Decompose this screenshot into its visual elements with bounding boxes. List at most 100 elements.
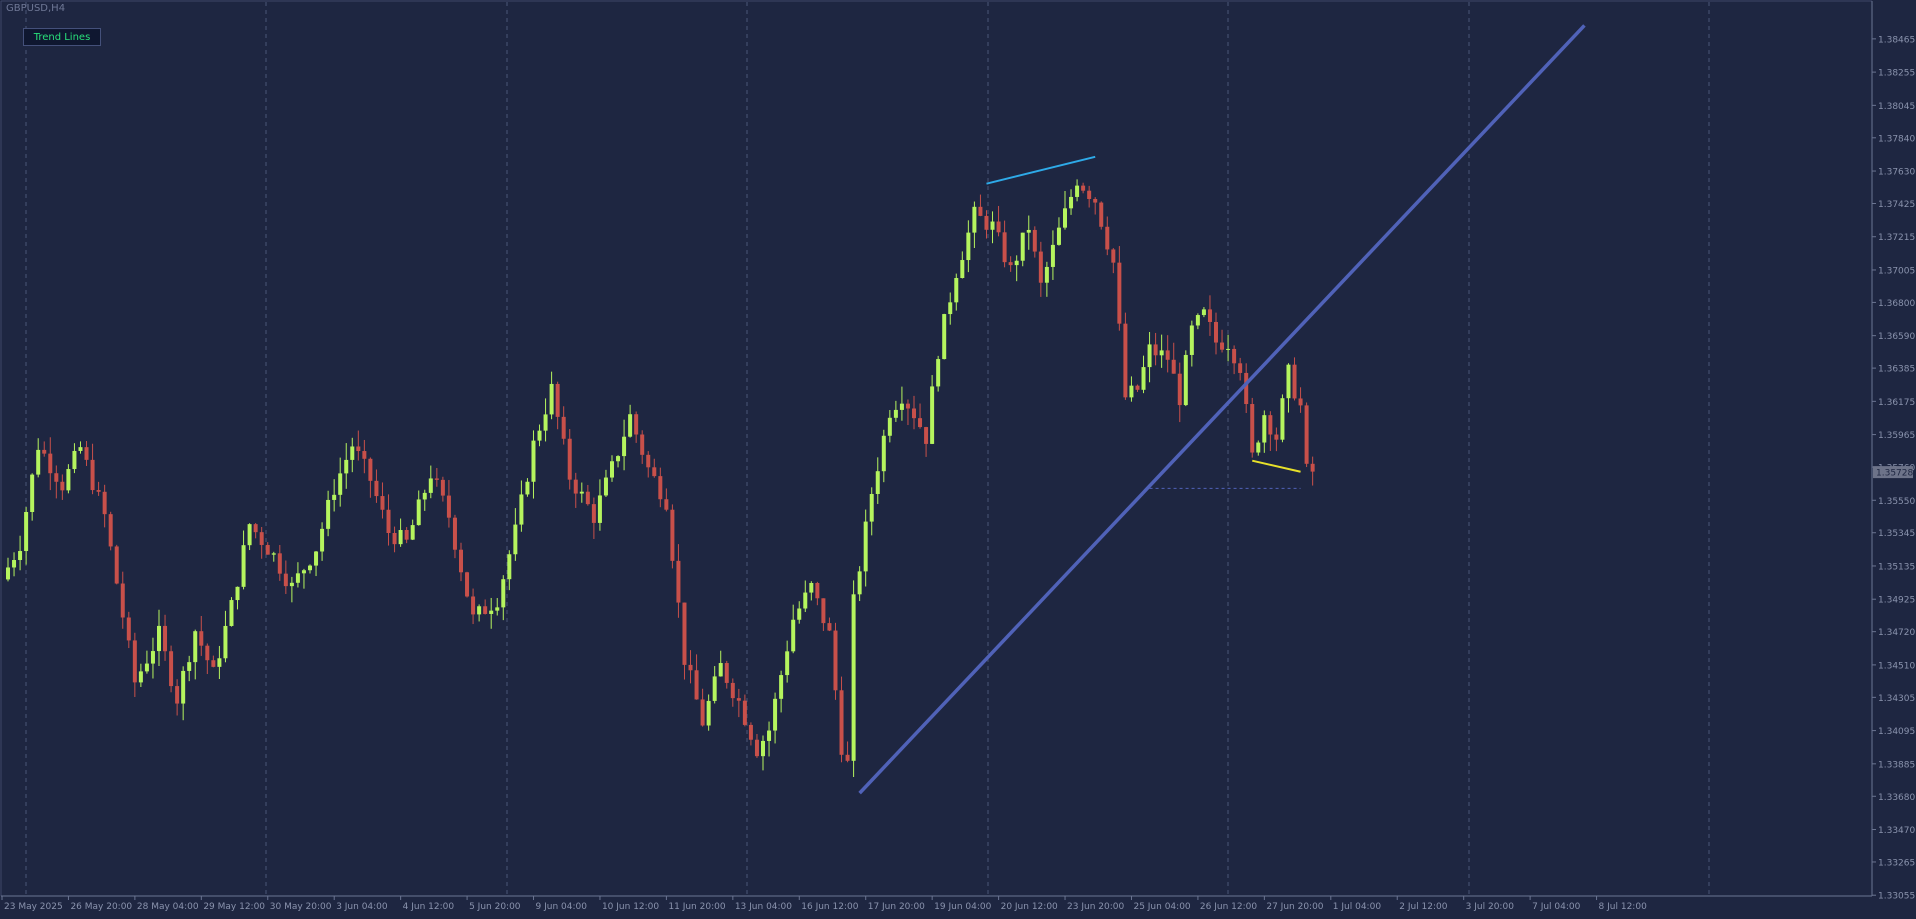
bear-candle <box>1081 185 1086 191</box>
bull-candle <box>936 359 941 387</box>
bear-candle <box>42 449 47 454</box>
price-label: 1.38045 <box>1878 102 1915 112</box>
bull-candle <box>1026 229 1031 233</box>
bull-candle <box>247 524 252 546</box>
bear-candle <box>380 496 385 510</box>
bear-candle <box>452 517 457 550</box>
time-label: 23 May 2025 <box>4 902 63 912</box>
bear-candle <box>1105 226 1110 250</box>
bear-candle <box>646 454 651 468</box>
bull-candle <box>761 740 765 757</box>
bear-candle <box>374 480 379 497</box>
bull-candle <box>422 492 427 500</box>
price-label: 1.34510 <box>1878 661 1915 671</box>
bear-candle <box>640 434 645 455</box>
trend-line <box>1252 459 1301 473</box>
bear-candle <box>634 414 639 435</box>
price-label: 1.36175 <box>1878 398 1915 408</box>
price-label: 1.35550 <box>1878 497 1915 507</box>
time-label: 23 Jun 20:00 <box>1067 902 1124 912</box>
time-label: 7 Jul 04:00 <box>1532 902 1581 912</box>
bull-candle <box>30 474 35 512</box>
bear-candle <box>1268 415 1273 435</box>
bull-candle <box>1044 266 1049 283</box>
bull-candle <box>863 521 868 572</box>
bull-candle <box>851 594 856 761</box>
bear-candle <box>163 625 168 652</box>
bull-candle <box>1056 227 1061 245</box>
price-label: 1.33885 <box>1878 760 1915 770</box>
price-label: 1.38255 <box>1878 69 1915 79</box>
bear-candle <box>585 491 590 505</box>
bear-candle <box>1292 364 1297 399</box>
bear-candle <box>205 645 210 661</box>
time-label: 16 Jun 12:00 <box>801 902 858 912</box>
bear-candle <box>404 530 409 540</box>
bull-candle <box>537 430 542 441</box>
bear-candle <box>199 631 204 646</box>
bear-candle <box>1214 321 1218 343</box>
bull-candle <box>229 600 234 626</box>
symbol-title: GBPUSD,H4 <box>6 3 66 14</box>
bear-candle <box>821 598 826 624</box>
bull-candle <box>72 450 77 470</box>
bull-candle <box>157 625 161 652</box>
bear-candle <box>1250 404 1255 453</box>
bull-candle <box>785 651 790 676</box>
bull-candle <box>887 417 892 436</box>
bear-candle <box>459 549 463 573</box>
bear-candle <box>1087 190 1092 199</box>
time-label: 9 Jun 04:00 <box>536 902 588 912</box>
time-label: 13 Jun 04:00 <box>735 902 792 912</box>
bear-candle <box>120 583 125 618</box>
bear-candle <box>169 651 174 687</box>
bear-candle <box>845 754 850 761</box>
bull-candle <box>622 436 627 457</box>
bull-candle <box>1014 260 1019 266</box>
bear-candle <box>905 403 910 409</box>
bear-candle <box>984 215 989 230</box>
bear-candle <box>368 458 373 481</box>
bull-candle <box>628 414 633 437</box>
trend-lines-button[interactable]: Trend Lines <box>23 28 101 46</box>
bull-candle <box>314 551 319 566</box>
time-label: 5 Jun 20:00 <box>469 902 521 912</box>
bear-candle <box>54 473 59 482</box>
price-label: 1.35135 <box>1878 562 1915 572</box>
bull-candle <box>495 607 500 611</box>
bull-candle <box>6 567 10 580</box>
bull-candle <box>217 658 222 667</box>
bear-candle <box>1038 251 1043 283</box>
bear-candle <box>471 596 476 615</box>
price-label: 1.33680 <box>1878 793 1915 803</box>
bull-candle <box>223 625 228 659</box>
bear-candle <box>658 476 663 500</box>
bear-candle <box>1165 350 1170 360</box>
bull-candle <box>960 260 965 278</box>
bear-candle <box>1008 262 1013 266</box>
bull-candle <box>1075 185 1080 197</box>
price-label: 1.37005 <box>1878 266 1915 276</box>
bull-candle <box>66 469 71 491</box>
bear-candle <box>60 481 65 491</box>
bear-candle <box>1111 249 1116 263</box>
bull-candle <box>948 302 953 315</box>
bull-candle <box>1050 244 1055 267</box>
bear-candle <box>446 495 451 518</box>
price-tag-background <box>1873 466 1913 479</box>
bull-candle <box>972 206 977 233</box>
bull-candle <box>519 494 524 525</box>
bull-candle <box>501 579 506 608</box>
bear-candle <box>815 583 820 599</box>
bear-candle <box>730 682 735 699</box>
bear-candle <box>555 383 560 417</box>
bear-candle <box>211 660 216 667</box>
bull-candle <box>301 570 306 574</box>
bear-candle <box>434 478 439 480</box>
bear-candle <box>700 699 705 726</box>
bull-candle <box>18 551 23 561</box>
bull-candle <box>295 573 300 583</box>
time-label: 26 Jun 12:00 <box>1200 902 1257 912</box>
